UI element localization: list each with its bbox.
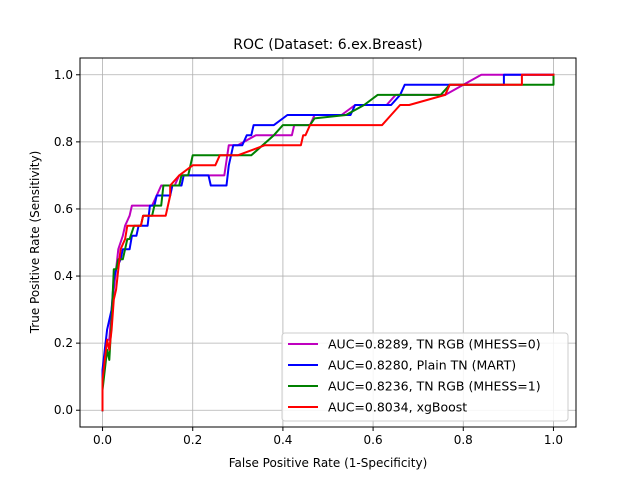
chart-title: ROC (Dataset: 6.ex.Breast) (233, 37, 422, 53)
series-layer (101, 73, 555, 412)
legend-label: AUC=0.8034, xgBoost (328, 400, 467, 415)
y-tick-label: 0.4 (54, 269, 73, 283)
x-axis-label: False Positive Rate (1-Specificity) (229, 456, 428, 470)
legend-label: AUC=0.8280, Plain TN (MART) (328, 358, 516, 373)
y-tick-label: 1.0 (54, 68, 73, 82)
x-tick-label: 0.6 (364, 433, 383, 447)
x-tick-label: 0.0 (93, 433, 112, 447)
roc-curve-series-3 (101, 73, 555, 412)
legend-label: AUC=0.8289, TN RGB (MHESS=0) (328, 337, 541, 352)
x-tick-label: 0.8 (454, 433, 473, 447)
x-tick-label: 1.0 (544, 433, 563, 447)
y-tick-label: 0.0 (54, 403, 73, 417)
legend: AUC=0.8289, TN RGB (MHESS=0) AUC=0.8280, … (281, 332, 569, 422)
y-tick-label: 0.2 (54, 336, 73, 350)
roc-curve-series-4 (101, 73, 555, 412)
x-tick-label: 0.4 (273, 433, 292, 447)
x-tick-label: 0.2 (183, 433, 202, 447)
tick-layer: 0.0 0.2 0.4 0.6 0.8 1.0 0.0 0.2 0.4 0.6 0.8 1.0 (54, 68, 563, 447)
legend-box (281, 332, 569, 422)
y-tick-label: 0.6 (54, 202, 73, 216)
plot-frame (79, 57, 577, 428)
legend-label: AUC=0.8236, TN RGB (MHESS=1) (328, 379, 541, 394)
y-axis-label: True Positive Rate (Sensitivity) (28, 151, 42, 335)
y-tick-label: 0.8 (54, 135, 73, 149)
